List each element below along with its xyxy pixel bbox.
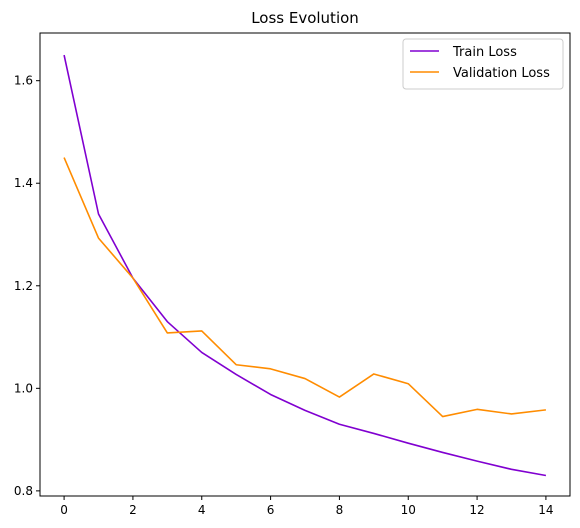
x-tick-label: 14 [538, 503, 553, 517]
legend-box [402, 38, 564, 90]
y-tick-label: 1.2 [14, 279, 33, 293]
train-loss-line [63, 54, 547, 477]
legend: Train Loss Validation Loss [402, 38, 564, 90]
x-tick-label: 12 [469, 503, 484, 517]
x-tick-label: 10 [401, 503, 416, 517]
y-tick-label: 1.4 [14, 176, 33, 190]
x-tick-label: 4 [198, 503, 206, 517]
x-tick-label: 0 [60, 503, 68, 517]
y-tick-label: 0.8 [14, 484, 33, 498]
plot-area [40, 33, 570, 496]
chart-title: Loss Evolution [251, 9, 359, 27]
y-tick-label: 1.6 [14, 74, 33, 88]
x-tick-label: 6 [267, 503, 275, 517]
legend-label-train-loss: Train Loss [452, 45, 517, 60]
x-tick-label: 2 [129, 503, 137, 517]
y-axis: 0.8 1.0 1.2 1.4 1.6 [14, 74, 40, 498]
legend-label-validation-loss: Validation Loss [453, 66, 550, 81]
plot-frame [39, 32, 571, 497]
y-tick-label: 1.0 [14, 381, 33, 395]
validation-loss-line [63, 157, 547, 418]
x-tick-label: 8 [336, 503, 344, 517]
x-axis: 0 2 4 6 8 10 12 14 [60, 496, 554, 517]
series-lines [63, 54, 547, 477]
